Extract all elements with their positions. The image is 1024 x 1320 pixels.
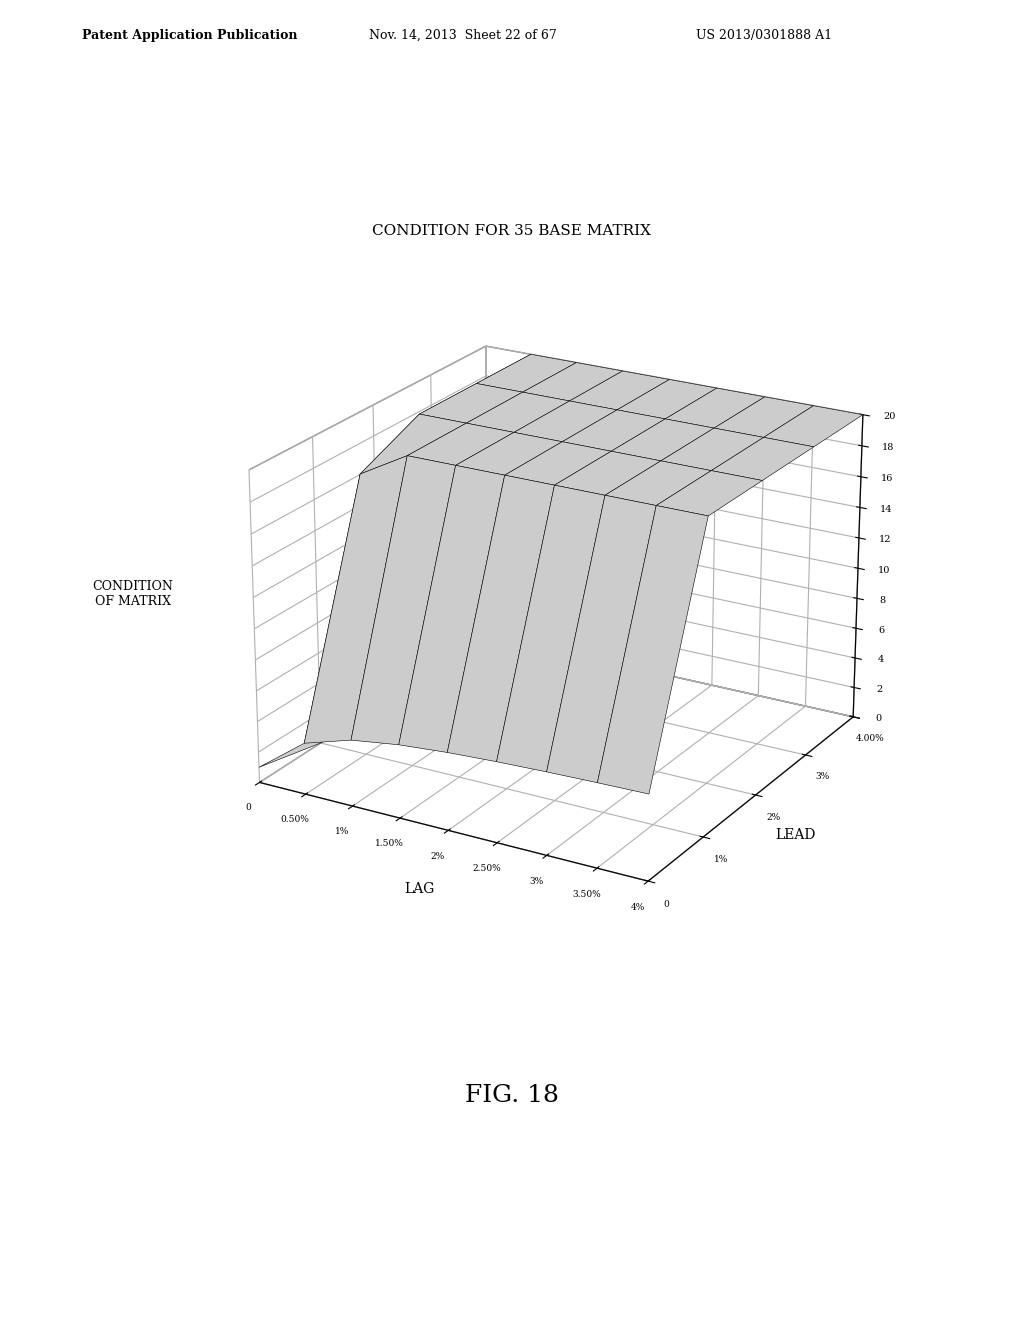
Text: CONDITION
OF MATRIX: CONDITION OF MATRIX — [93, 579, 173, 609]
Text: Nov. 14, 2013  Sheet 22 of 67: Nov. 14, 2013 Sheet 22 of 67 — [369, 29, 556, 42]
Text: US 2013/0301888 A1: US 2013/0301888 A1 — [696, 29, 833, 42]
Text: FIG. 18: FIG. 18 — [465, 1084, 559, 1107]
X-axis label: LAG: LAG — [404, 882, 435, 895]
Text: CONDITION FOR 35 BASE MATRIX: CONDITION FOR 35 BASE MATRIX — [373, 223, 651, 238]
Text: Patent Application Publication: Patent Application Publication — [82, 29, 297, 42]
Y-axis label: LEAD: LEAD — [775, 829, 815, 842]
